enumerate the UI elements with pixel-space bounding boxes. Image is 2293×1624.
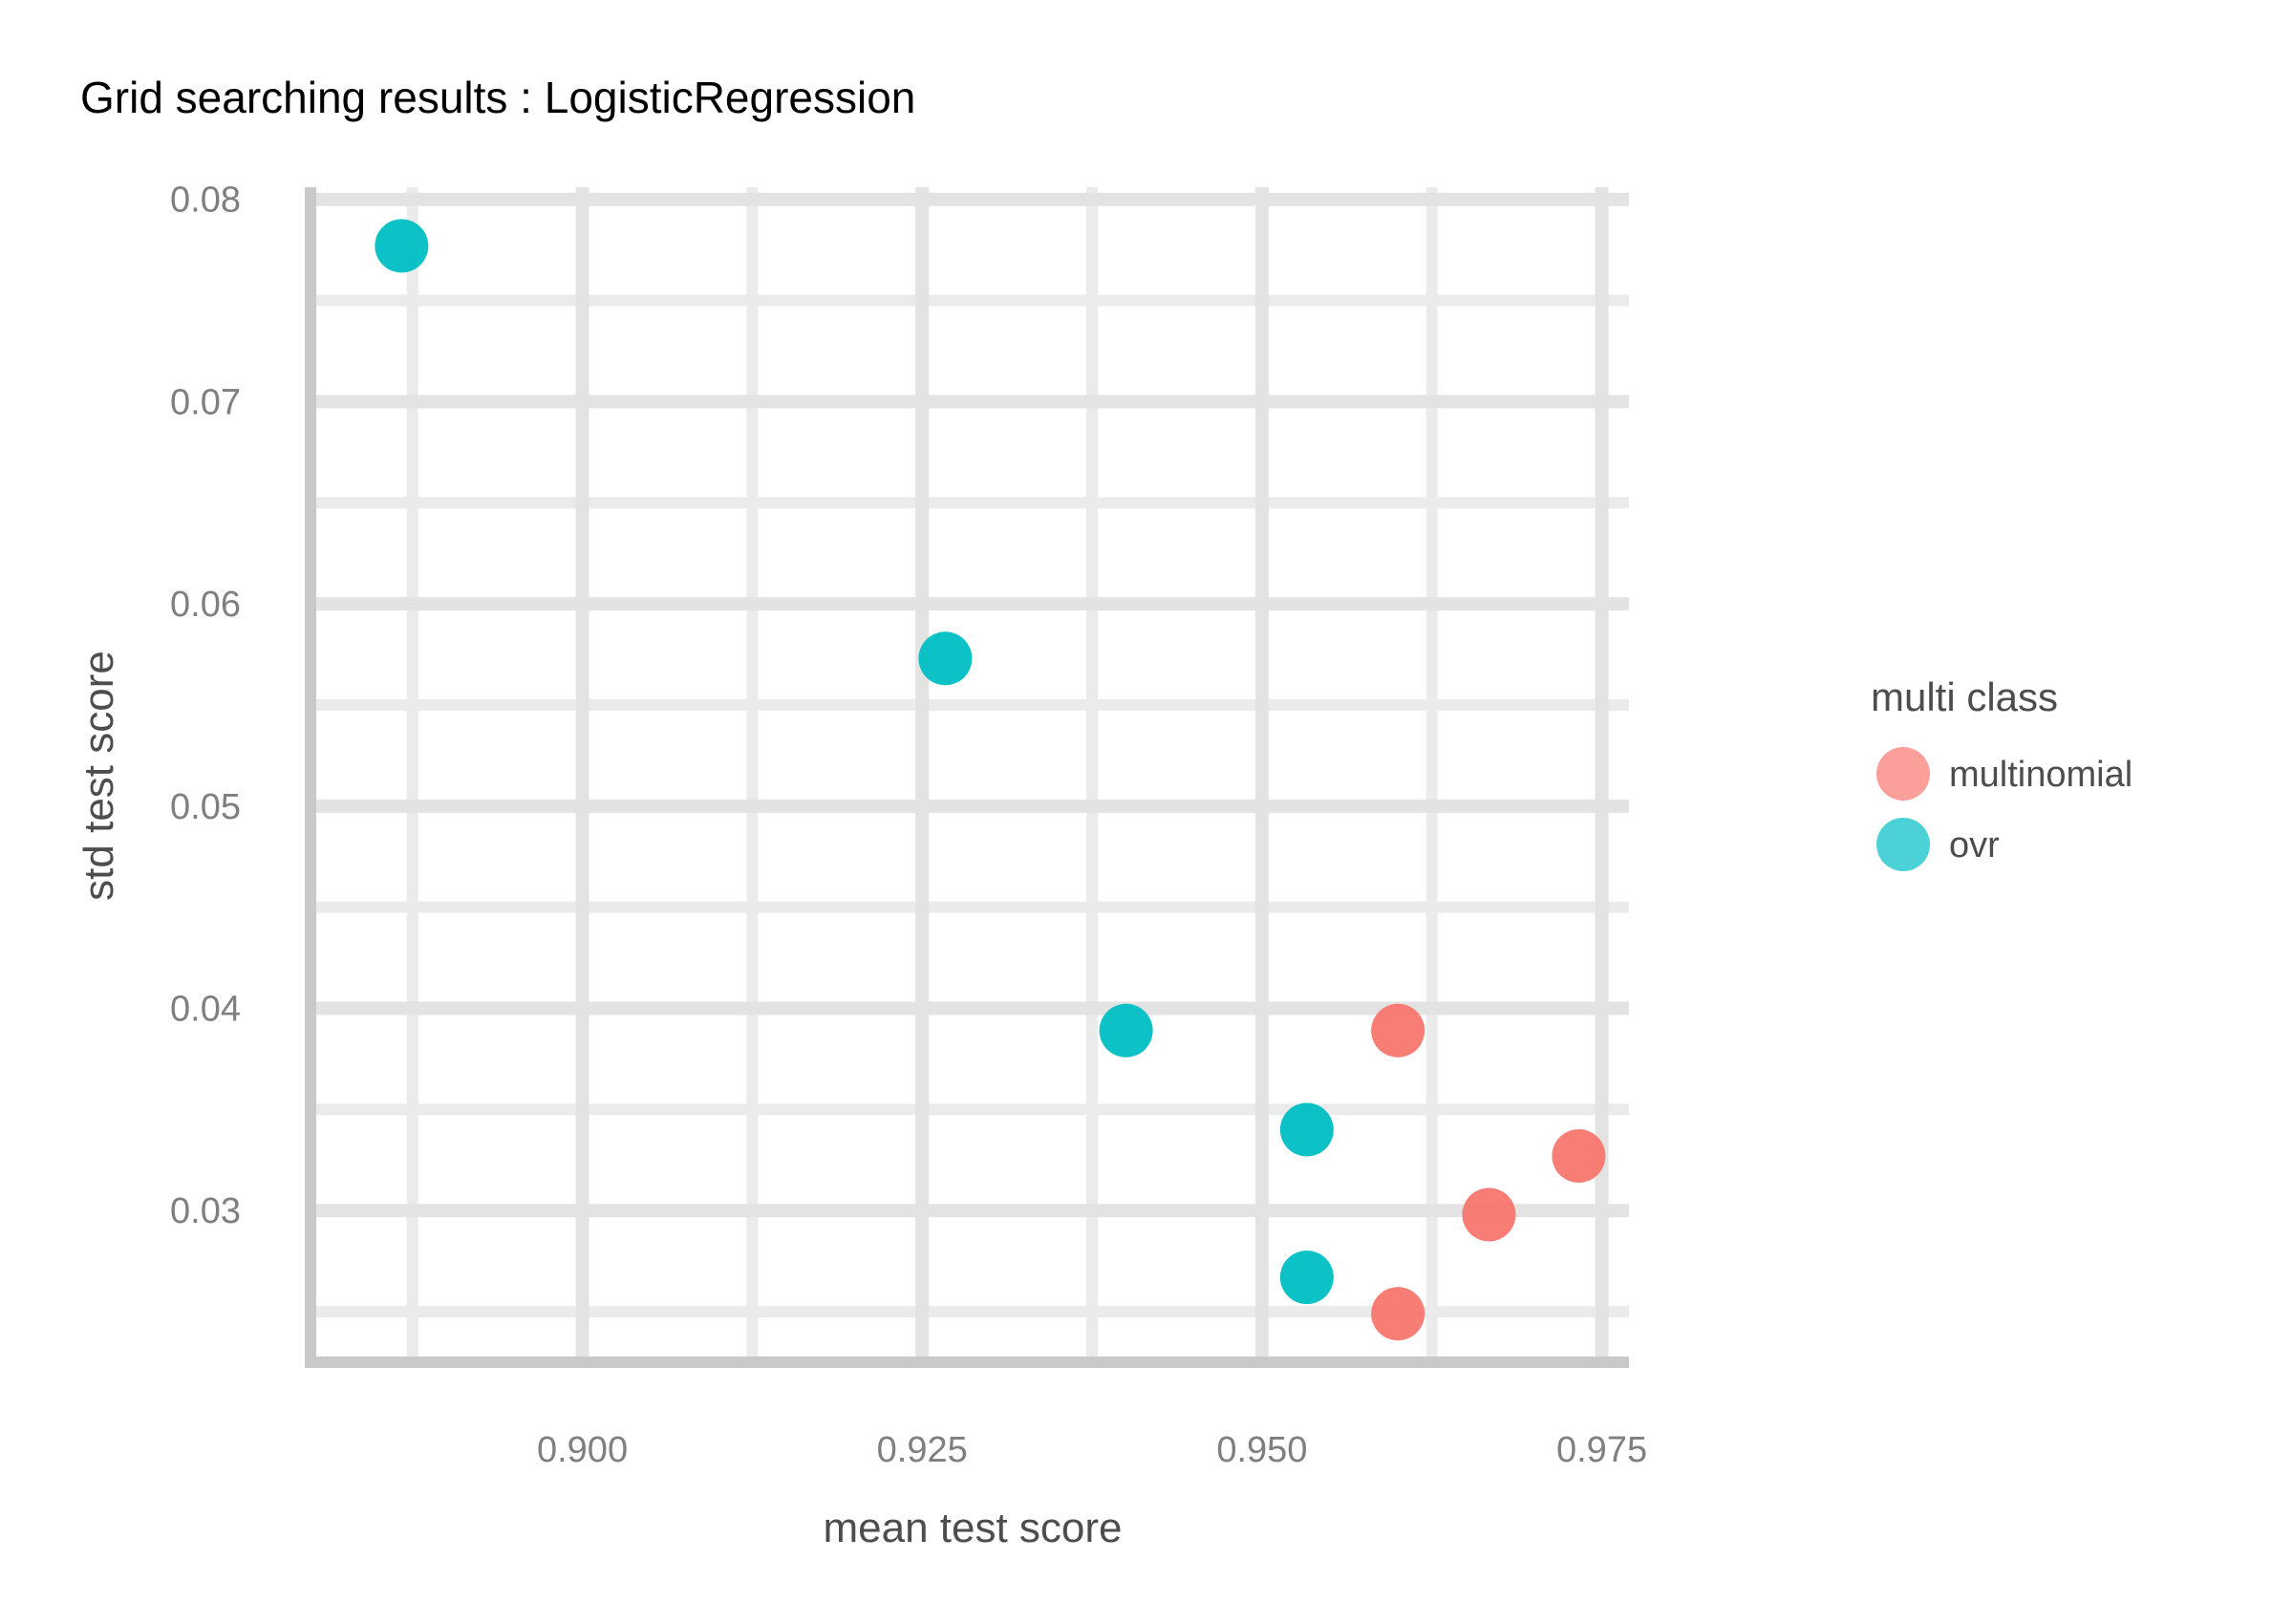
legend-label-ovr: ovr — [1949, 825, 2000, 865]
y-tick-label: 0.05 — [170, 787, 241, 827]
legend: multi class multinomial ovr — [1871, 674, 2132, 871]
x-tick-label: 0.950 — [1216, 1430, 1307, 1470]
y-tick-label: 0.07 — [170, 382, 241, 422]
chart-title: Grid searching results : LogisticRegress… — [80, 73, 915, 122]
y-tick-label: 0.03 — [170, 1191, 241, 1231]
data-point-multinomial — [1462, 1187, 1516, 1242]
x-tick-labels: 0.900 0.925 0.950 0.975 — [537, 1430, 1647, 1470]
x-tick-label: 0.900 — [537, 1430, 628, 1470]
legend-key-multinomial — [1876, 747, 1930, 801]
data-point-ovr — [1099, 1003, 1153, 1058]
grid-minor — [311, 187, 1629, 1362]
data-point-ovr — [918, 631, 973, 686]
y-tick-label: 0.04 — [170, 990, 241, 1030]
data-point-ovr — [1279, 1250, 1334, 1305]
legend-label-multinomial: multinomial — [1949, 755, 2132, 795]
data-point-ovr — [1279, 1102, 1334, 1157]
x-axis-title: mean test score — [823, 1505, 1122, 1551]
data-point-multinomial — [1371, 1287, 1425, 1341]
data-point-ovr — [375, 219, 429, 273]
x-tick-label: 0.925 — [877, 1430, 968, 1470]
data-point-multinomial — [1371, 1003, 1425, 1058]
y-tick-labels: 0.03 0.04 0.05 0.06 0.07 0.08 — [170, 181, 241, 1232]
x-tick-label: 0.975 — [1556, 1430, 1647, 1470]
y-tick-label: 0.06 — [170, 585, 241, 625]
legend-key-ovr — [1876, 818, 1930, 871]
y-tick-label: 0.08 — [170, 181, 241, 221]
y-axis-title: std test score — [75, 651, 122, 901]
data-points — [375, 219, 1606, 1341]
legend-title: multi class — [1871, 674, 2058, 719]
data-point-multinomial — [1552, 1129, 1606, 1184]
